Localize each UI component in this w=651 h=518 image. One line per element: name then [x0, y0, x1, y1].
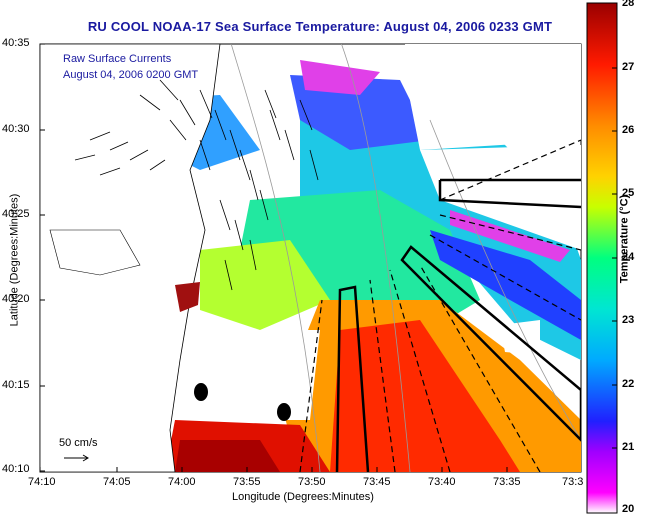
xtick-8: 73:3 [562, 476, 584, 488]
sst-field-blue-north [290, 75, 430, 150]
sst-field-yellow [200, 240, 330, 330]
nodata-ne [420, 145, 581, 250]
ytick-4: 40:15 [2, 379, 30, 391]
xtick-3: 73:55 [233, 476, 261, 488]
contour-2 [341, 44, 411, 472]
ytick-1: 40:30 [2, 123, 30, 135]
xtick-0: 74:10 [28, 476, 56, 488]
cbar-tick-25: 25 [622, 187, 635, 199]
map-title: RU COOL NOAA-17 Sea Surface Temperature:… [87, 19, 553, 34]
site-marker-2 [277, 403, 291, 421]
sst-field-magenta-north [300, 60, 380, 95]
scale-arrow-label: 50 cm/s [59, 437, 98, 449]
ytick-0: 40:35 [2, 37, 30, 49]
xtick-5: 73:45 [363, 476, 391, 488]
ytick-5: 40:10 [2, 463, 30, 475]
scale-arrow [64, 454, 89, 462]
xtick-7: 73:35 [493, 476, 521, 488]
x-axis-label: Longitude (Degrees:Minutes) [232, 491, 374, 503]
colorbar-ticks [612, 67, 617, 449]
sst-field-red-south [330, 320, 520, 472]
ytick-3: 40:20 [2, 293, 30, 305]
xtick-2: 74:00 [168, 476, 196, 488]
cbar-tick-22: 22 [622, 378, 635, 390]
sst-field-blue-band [430, 230, 581, 340]
sst-field-magenta-band [450, 210, 570, 262]
raritan-bay [49, 229, 141, 276]
xtick-4: 73:50 [298, 476, 326, 488]
cbar-tick-20: 20 [622, 503, 635, 515]
sst-field-darkred [175, 440, 280, 472]
nodata-north [405, 44, 581, 150]
dashed-transects [299, 139, 581, 472]
river-patch [175, 282, 200, 312]
site-marker-1 [194, 383, 208, 401]
cbar-tick-28: 28 [622, 0, 635, 9]
ytick-2: 40:25 [2, 208, 30, 220]
cbar-tick-26: 26 [622, 124, 635, 136]
contour-3 [429, 119, 581, 441]
legend-line-1: Raw Surface Currents [63, 53, 172, 65]
nodata-coast [190, 330, 320, 420]
cbar-tick-24: 24 [622, 251, 635, 263]
sampling-boxes [335, 178, 581, 472]
cbar-tick-21: 21 [622, 441, 635, 453]
y-axis-label: Latitude (Degrees:Minutes) [8, 193, 21, 327]
xtick-1: 74:05 [103, 476, 131, 488]
legend-line-2: August 04, 2006 0200 GMT [63, 69, 199, 81]
colorbar-label: Temperature (°C) [618, 194, 631, 284]
cbar-tick-27: 27 [622, 61, 635, 73]
axis-ticks [39, 43, 508, 472]
cbar-tick-23: 23 [622, 314, 635, 326]
current-vectors [74, 79, 319, 291]
xtick-6: 73:40 [428, 476, 456, 488]
